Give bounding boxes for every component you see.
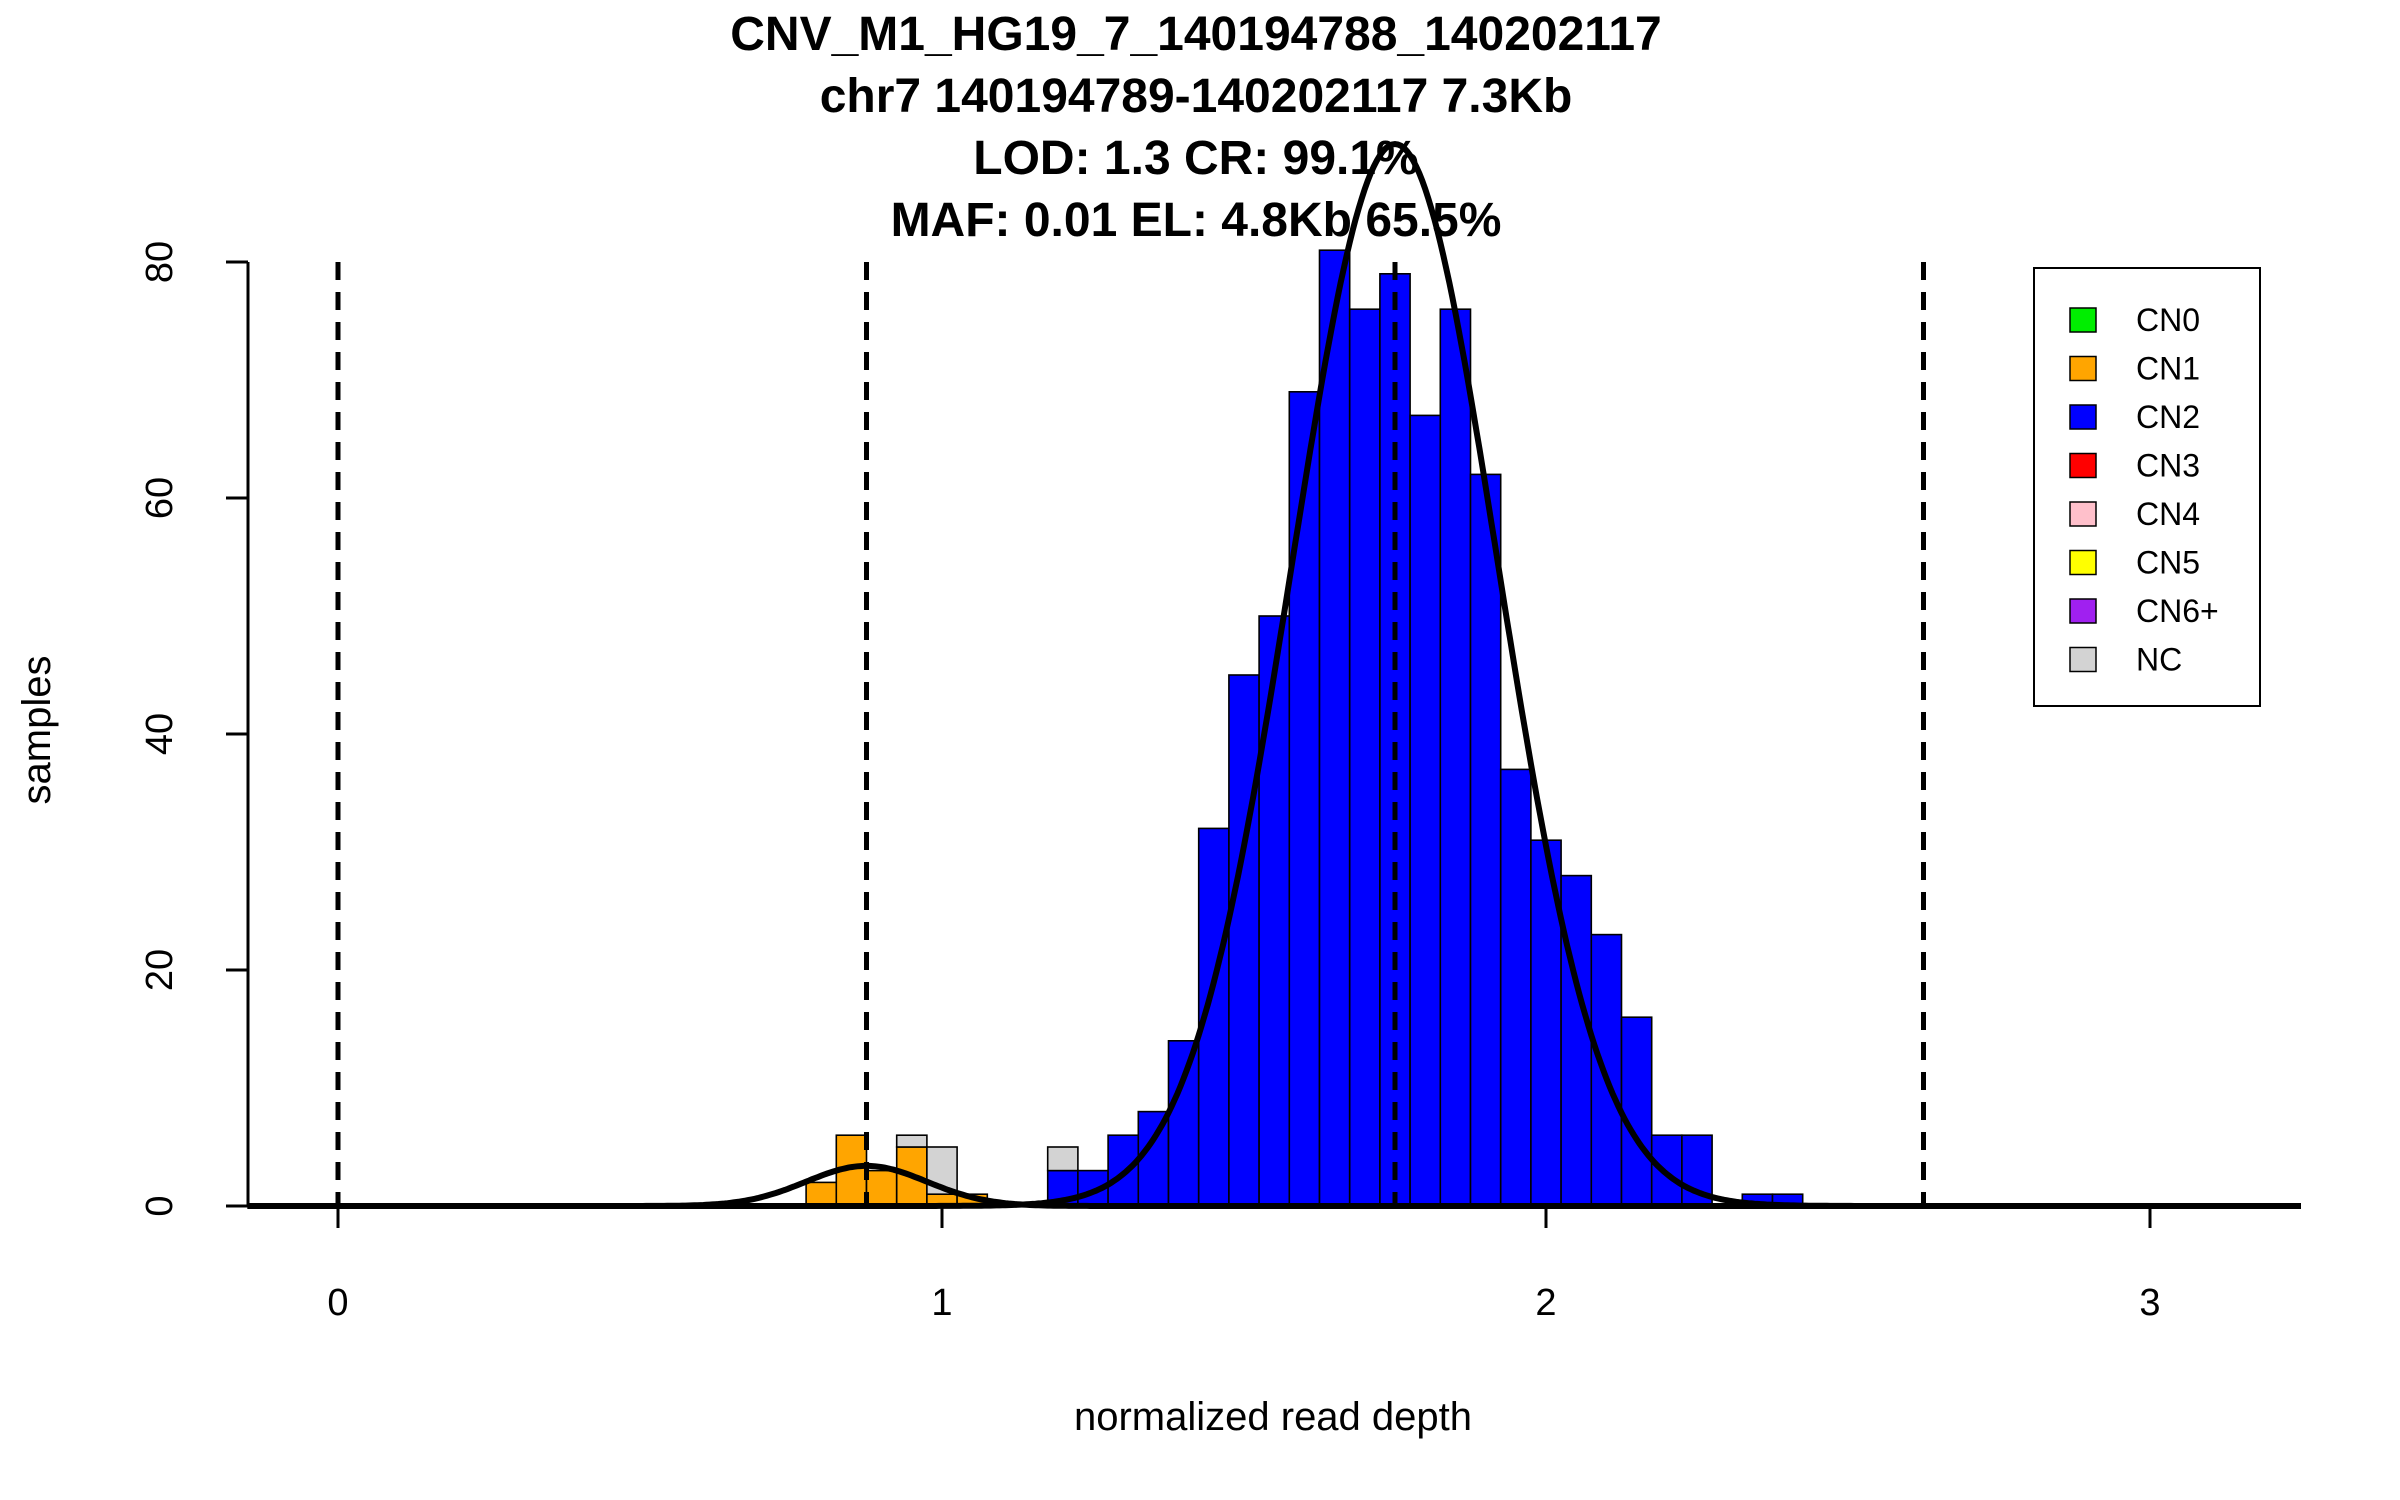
histogram-bar-cn2 [1258, 615, 1291, 1207]
histogram-bars [805, 249, 1804, 1207]
histogram-bar-cn2 [1439, 308, 1472, 1207]
legend-swatch [2069, 355, 2097, 382]
title-line-2: chr7 140194789-140202117 7.3Kb [820, 70, 1573, 123]
x-tick-label: 2 [1535, 1282, 1556, 1324]
legend-label: CN1 [2136, 351, 2200, 387]
histogram-bar-nc [1046, 1146, 1079, 1172]
chart-title: CNV_M1_HG19_7_140194788_140202117 chr7 1… [730, 8, 1661, 247]
histogram-bar-cn1 [865, 1169, 898, 1207]
x-tick-label: 1 [931, 1282, 952, 1324]
legend-swatch [2069, 307, 2097, 333]
histogram-bar-cn2 [1469, 473, 1502, 1207]
x-tick-label: 0 [327, 1282, 348, 1324]
y-tick-label: 0 [139, 1195, 181, 1216]
title-line-4: MAF: 0.01 EL: 4.8Kb 65.5% [891, 194, 1502, 247]
legend: CN0 CN1 CN2 CN3 CN4 CN5 CN6+ NC [2033, 267, 2261, 707]
legend-label: CN5 [2136, 545, 2200, 581]
y-axis-label: samples [15, 656, 59, 805]
legend-label: CN4 [2136, 496, 2200, 532]
legend-swatch [2069, 549, 2097, 576]
y-tick-label: 80 [139, 241, 181, 283]
legend-swatch [2069, 501, 2097, 527]
title-line-3: LOD: 1.3 CR: 99.1% [973, 132, 1418, 185]
histogram-bar-cn2 [1348, 308, 1381, 1207]
legend-swatch [2069, 646, 2097, 673]
y-tick-label: 20 [139, 949, 181, 991]
legend-label: CN3 [2136, 448, 2200, 484]
histogram-bar-cn2 [1560, 874, 1593, 1207]
legend-box [2033, 267, 2261, 707]
legend-label: CN2 [2136, 399, 2200, 435]
title-line-1: CNV_M1_HG19_7_140194788_140202117 [730, 8, 1661, 61]
histogram-bar-cn2 [1167, 1040, 1200, 1207]
histogram-bar-cn2 [1409, 414, 1442, 1207]
histogram-bar-cn2 [1499, 768, 1532, 1207]
histogram-bar-cn1 [805, 1181, 838, 1207]
legend-swatch [2069, 404, 2097, 430]
legend-swatch [2069, 452, 2097, 479]
y-tick-label: 60 [139, 477, 181, 519]
legend-label: CN6+ [2136, 593, 2219, 629]
histogram-bar-nc [895, 1134, 928, 1148]
legend-label: NC [2136, 642, 2182, 678]
x-tick-label: 3 [2139, 1282, 2160, 1324]
histogram-bar-cn2 [1288, 390, 1321, 1207]
cutoff-lines [335, 262, 1926, 1206]
legend-swatch [2069, 598, 2097, 624]
x-axis-label: normalized read depth [1074, 1395, 1472, 1439]
y-tick-label: 40 [139, 713, 181, 755]
legend-label: CN0 [2136, 302, 2200, 338]
histogram-bar-cn2 [1228, 674, 1260, 1207]
histogram-bar-cn2 [1318, 249, 1351, 1207]
histogram-bar-cn2 [1620, 1016, 1653, 1207]
axes: 0 1 2 3 0 20 40 60 80 [139, 241, 2301, 1324]
